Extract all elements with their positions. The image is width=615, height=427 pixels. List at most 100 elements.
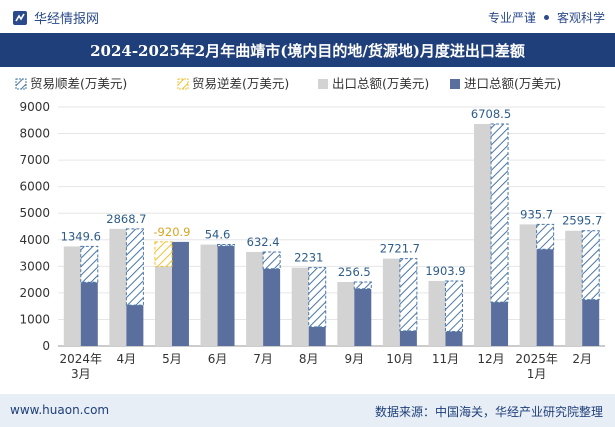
export-bar (154, 266, 172, 346)
legend-item: 贸易顺差(万美元) (15, 76, 127, 91)
deficit-bar (154, 241, 173, 267)
x-tick-label: 8月 (299, 352, 319, 366)
legend-label: 贸易顺差(万美元) (30, 76, 127, 91)
surplus-bar (353, 281, 372, 290)
chart-title: 2024-2025年2月年曲靖市(境内目的地/货源地)月度进出口差额 (90, 41, 525, 60)
bar-group: 2721.7 (380, 242, 420, 346)
export-bar (382, 258, 400, 346)
balance-label: 6708.5 (471, 107, 511, 121)
footer: www.huaon.com 数据来源：中国海关，华经产业研究院整理 (0, 394, 615, 427)
legend-swatch (318, 79, 328, 89)
surplus-bar (490, 123, 509, 303)
slogan: 专业严谨 客观科学 (488, 9, 605, 26)
legend-swatch (450, 79, 460, 89)
import-bar (445, 331, 463, 346)
import-bar (263, 268, 281, 346)
surplus-bar (308, 267, 327, 328)
surplus-bar (444, 280, 463, 333)
y-tick-label: 4000 (19, 233, 50, 247)
balance-label: 1349.6 (61, 229, 101, 243)
brand-name: 华经情报网 (34, 12, 100, 27)
export-bar (565, 230, 583, 346)
surplus-bar (80, 245, 99, 283)
legend-item: 贸易逆差(万美元) (177, 76, 289, 91)
bars: 1349.6 2868.7 -920.9 54.6 632.4 2231 256.5 2721… (61, 107, 602, 346)
bar-group: 2231 (291, 251, 327, 346)
bar-group: 54.6 (200, 228, 236, 346)
import-bar (126, 305, 144, 346)
y-tick-label: 1000 (19, 312, 50, 326)
bar-group: 6708.5 (471, 107, 511, 346)
x-tick-label: 5月 (162, 352, 182, 366)
brand: 华经情报网 (12, 8, 99, 27)
legend-item: 进口总额(万美元) (450, 76, 561, 91)
bar-group: 1349.6 (61, 229, 101, 346)
export-bar (200, 244, 218, 346)
legend-item: 出口总额(万美元) (318, 76, 429, 91)
legend-swatch (177, 78, 189, 90)
balance-label: 1903.9 (425, 264, 465, 278)
bar-group: 632.4 (246, 235, 281, 346)
footer-website: www.huaon.com (10, 403, 110, 417)
surplus-bar (581, 230, 600, 301)
surplus-bar (262, 251, 281, 270)
import-bar (399, 330, 417, 346)
x-tick-label: 7月 (253, 352, 273, 366)
balance-label: 2595.7 (562, 214, 602, 228)
y-tick-label: 6000 (19, 180, 50, 194)
export-bar (519, 224, 537, 346)
y-tick-label: 5000 (19, 206, 50, 220)
bar-group: 2595.7 (562, 214, 602, 346)
bar-group: 256.5 (337, 265, 372, 346)
balance-label: 2868.7 (106, 212, 146, 226)
grid (58, 106, 605, 347)
y-tick-label: 7000 (19, 153, 50, 167)
x-tick-label: 12月 (477, 352, 504, 366)
import-bar (582, 299, 600, 346)
import-bar (171, 241, 189, 346)
bar-group: 2868.7 (106, 212, 147, 346)
chart: 贸易顺差(万美元) 贸易逆差(万美元) 出口总额(万美元) 进口总额(万美元) 0 10… (15, 76, 605, 381)
y-tick-label: 9000 (19, 100, 50, 114)
x-tick-label: 9月 (344, 352, 364, 366)
export-bar (109, 228, 127, 346)
bar-group: 1903.9 (425, 264, 466, 346)
export-bar (291, 267, 309, 346)
surplus-bar (125, 228, 144, 306)
export-bar (63, 246, 81, 346)
balance-label: 54.6 (205, 228, 231, 242)
x-tick-label: 6月 (208, 352, 228, 366)
import-bar (536, 249, 554, 346)
title-bar: 2024-2025年2月年曲靖市(境内目的地/货源地)月度进出口差额 (0, 33, 615, 67)
bar-group: -920.9 (153, 225, 190, 346)
surplus-bar (536, 223, 555, 250)
x-tick-label: 1月 (527, 367, 547, 381)
top-bar: 华经情报网 专业严谨 客观科学 (0, 0, 615, 33)
legend-label: 进口总额(万美元) (464, 76, 561, 91)
y-tick-label: 0 (42, 339, 50, 353)
legend-swatch (15, 78, 27, 90)
slogan-right: 客观科学 (556, 11, 605, 25)
import-bar (491, 302, 509, 346)
balance-label: 2721.7 (380, 242, 420, 256)
import-bar (308, 326, 326, 346)
legend-label: 贸易逆差(万美元) (192, 76, 289, 91)
x-tick-label: 4月 (117, 352, 137, 366)
x-tick-label: 2025年 (515, 352, 558, 366)
legend: 贸易顺差(万美元) 贸易逆差(万美元) 出口总额(万美元) 进口总额(万美元) (15, 76, 561, 91)
x-tick-label: 11月 (432, 352, 459, 366)
brand-logo-icon (13, 10, 27, 25)
footer-source: 数据来源：中国海关，华经产业研究院整理 (374, 405, 603, 419)
y-axis: 0 1000 2000 3000 4000 5000 6000 7000 8000 9000 (19, 100, 50, 353)
y-tick-label: 3000 (19, 259, 50, 273)
y-tick-label: 2000 (19, 286, 50, 300)
export-bar (337, 282, 355, 346)
slogan-left: 专业严谨 (487, 11, 536, 25)
balance-label: 256.5 (338, 265, 371, 279)
balance-label: 2231 (294, 251, 323, 265)
x-tick-label: 2月 (572, 352, 592, 366)
x-tick-label: 2024年 (60, 352, 103, 366)
x-tick-label: 3月 (71, 367, 91, 381)
balance-label: 935.7 (520, 207, 553, 221)
